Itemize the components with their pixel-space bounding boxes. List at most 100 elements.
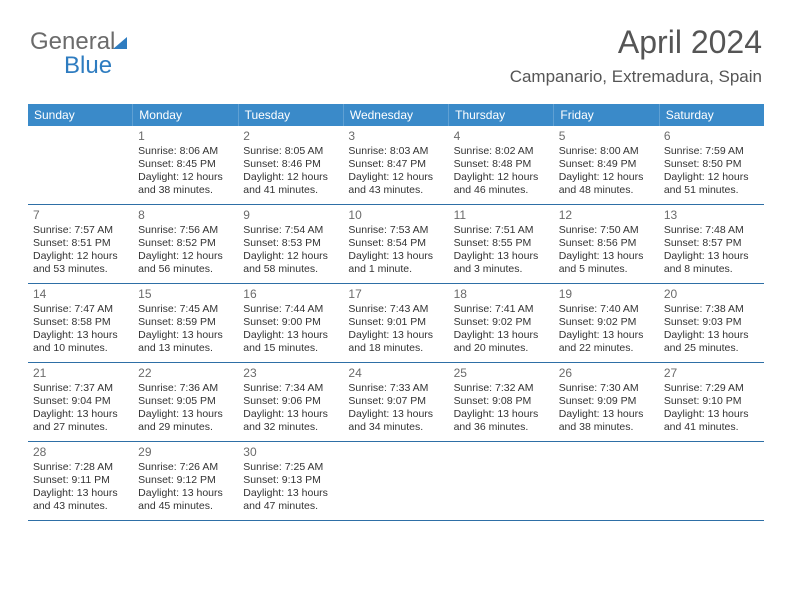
month-heading: April 2024 <box>510 24 762 61</box>
daylight-text: and 29 minutes. <box>138 421 233 434</box>
sunrise-text: Sunrise: 7:28 AM <box>33 461 128 474</box>
day-number: 14 <box>33 287 128 302</box>
calendar-day-empty <box>28 126 133 204</box>
day-number: 11 <box>454 208 549 223</box>
sunset-text: Sunset: 8:56 PM <box>559 237 654 250</box>
calendar-day: 7Sunrise: 7:57 AMSunset: 8:51 PMDaylight… <box>28 205 133 283</box>
sunrise-text: Sunrise: 7:38 AM <box>664 303 759 316</box>
daylight-text: Daylight: 13 hours <box>454 329 549 342</box>
calendar-day: 24Sunrise: 7:33 AMSunset: 9:07 PMDayligh… <box>343 363 448 441</box>
sunset-text: Sunset: 9:09 PM <box>559 395 654 408</box>
daylight-text: Daylight: 13 hours <box>138 408 233 421</box>
daylight-text: and 25 minutes. <box>664 342 759 355</box>
calendar-day: 3Sunrise: 8:03 AMSunset: 8:47 PMDaylight… <box>343 126 448 204</box>
sunset-text: Sunset: 8:55 PM <box>454 237 549 250</box>
day-number: 30 <box>243 445 338 460</box>
daylight-text: Daylight: 12 hours <box>348 171 443 184</box>
sunrise-text: Sunrise: 7:53 AM <box>348 224 443 237</box>
sunrise-text: Sunrise: 7:56 AM <box>138 224 233 237</box>
sunrise-text: Sunrise: 7:30 AM <box>559 382 654 395</box>
daylight-text: Daylight: 13 hours <box>559 329 654 342</box>
calendar-week: 28Sunrise: 7:28 AMSunset: 9:11 PMDayligh… <box>28 442 764 521</box>
daylight-text: Daylight: 13 hours <box>664 329 759 342</box>
sunrise-text: Sunrise: 7:45 AM <box>138 303 233 316</box>
sunset-text: Sunset: 8:46 PM <box>243 158 338 171</box>
weekday-header: Thursday <box>449 104 554 126</box>
calendar-week: 14Sunrise: 7:47 AMSunset: 8:58 PMDayligh… <box>28 284 764 363</box>
sunrise-text: Sunrise: 8:00 AM <box>559 145 654 158</box>
calendar-day: 13Sunrise: 7:48 AMSunset: 8:57 PMDayligh… <box>659 205 764 283</box>
daylight-text: and 8 minutes. <box>664 263 759 276</box>
day-number: 9 <box>243 208 338 223</box>
sunrise-text: Sunrise: 8:03 AM <box>348 145 443 158</box>
page-title: April 2024 Campanario, Extremadura, Spai… <box>510 24 762 87</box>
day-number: 23 <box>243 366 338 381</box>
day-number: 25 <box>454 366 549 381</box>
day-number: 8 <box>138 208 233 223</box>
calendar-day: 23Sunrise: 7:34 AMSunset: 9:06 PMDayligh… <box>238 363 343 441</box>
sunrise-text: Sunrise: 7:36 AM <box>138 382 233 395</box>
calendar: SundayMondayTuesdayWednesdayThursdayFrid… <box>28 104 764 521</box>
calendar-day: 21Sunrise: 7:37 AMSunset: 9:04 PMDayligh… <box>28 363 133 441</box>
calendar-day: 17Sunrise: 7:43 AMSunset: 9:01 PMDayligh… <box>343 284 448 362</box>
weekday-header: Monday <box>133 104 238 126</box>
calendar-day: 10Sunrise: 7:53 AMSunset: 8:54 PMDayligh… <box>343 205 448 283</box>
sunrise-text: Sunrise: 8:05 AM <box>243 145 338 158</box>
calendar-day: 12Sunrise: 7:50 AMSunset: 8:56 PMDayligh… <box>554 205 659 283</box>
daylight-text: and 51 minutes. <box>664 184 759 197</box>
sunset-text: Sunset: 9:05 PM <box>138 395 233 408</box>
daylight-text: and 36 minutes. <box>454 421 549 434</box>
calendar-day: 5Sunrise: 8:00 AMSunset: 8:49 PMDaylight… <box>554 126 659 204</box>
calendar-day: 8Sunrise: 7:56 AMSunset: 8:52 PMDaylight… <box>133 205 238 283</box>
day-number: 15 <box>138 287 233 302</box>
daylight-text: and 47 minutes. <box>243 500 338 513</box>
day-number: 18 <box>454 287 549 302</box>
calendar-day-empty <box>554 442 659 520</box>
daylight-text: and 15 minutes. <box>243 342 338 355</box>
day-number: 26 <box>559 366 654 381</box>
calendar-week: 7Sunrise: 7:57 AMSunset: 8:51 PMDaylight… <box>28 205 764 284</box>
sunset-text: Sunset: 9:12 PM <box>138 474 233 487</box>
sunrise-text: Sunrise: 8:02 AM <box>454 145 549 158</box>
sunrise-text: Sunrise: 7:26 AM <box>138 461 233 474</box>
sunrise-text: Sunrise: 7:40 AM <box>559 303 654 316</box>
sunset-text: Sunset: 9:11 PM <box>33 474 128 487</box>
daylight-text: and 43 minutes. <box>33 500 128 513</box>
sunset-text: Sunset: 9:10 PM <box>664 395 759 408</box>
daylight-text: and 18 minutes. <box>348 342 443 355</box>
daylight-text: and 3 minutes. <box>454 263 549 276</box>
daylight-text: Daylight: 13 hours <box>33 329 128 342</box>
sunset-text: Sunset: 8:49 PM <box>559 158 654 171</box>
day-number: 7 <box>33 208 128 223</box>
day-number: 24 <box>348 366 443 381</box>
logo-text-2: Blue <box>64 52 127 80</box>
sunset-text: Sunset: 8:48 PM <box>454 158 549 171</box>
sunrise-text: Sunrise: 7:25 AM <box>243 461 338 474</box>
day-number: 17 <box>348 287 443 302</box>
daylight-text: and 20 minutes. <box>454 342 549 355</box>
daylight-text: Daylight: 13 hours <box>243 329 338 342</box>
daylight-text: Daylight: 13 hours <box>664 250 759 263</box>
daylight-text: Daylight: 12 hours <box>243 171 338 184</box>
daylight-text: Daylight: 13 hours <box>348 250 443 263</box>
daylight-text: Daylight: 13 hours <box>138 487 233 500</box>
daylight-text: and 38 minutes. <box>559 421 654 434</box>
calendar-day-empty <box>659 442 764 520</box>
sunrise-text: Sunrise: 7:29 AM <box>664 382 759 395</box>
sunrise-text: Sunrise: 7:59 AM <box>664 145 759 158</box>
sunset-text: Sunset: 9:06 PM <box>243 395 338 408</box>
calendar-day: 1Sunrise: 8:06 AMSunset: 8:45 PMDaylight… <box>133 126 238 204</box>
sunrise-text: Sunrise: 7:34 AM <box>243 382 338 395</box>
sunrise-text: Sunrise: 7:50 AM <box>559 224 654 237</box>
sunset-text: Sunset: 8:51 PM <box>33 237 128 250</box>
daylight-text: Daylight: 13 hours <box>559 408 654 421</box>
daylight-text: Daylight: 12 hours <box>138 171 233 184</box>
day-number: 6 <box>664 129 759 144</box>
daylight-text: Daylight: 13 hours <box>138 329 233 342</box>
sunset-text: Sunset: 9:07 PM <box>348 395 443 408</box>
sunrise-text: Sunrise: 8:06 AM <box>138 145 233 158</box>
calendar-day: 25Sunrise: 7:32 AMSunset: 9:08 PMDayligh… <box>449 363 554 441</box>
daylight-text: and 22 minutes. <box>559 342 654 355</box>
sunset-text: Sunset: 8:47 PM <box>348 158 443 171</box>
sunset-text: Sunset: 8:53 PM <box>243 237 338 250</box>
